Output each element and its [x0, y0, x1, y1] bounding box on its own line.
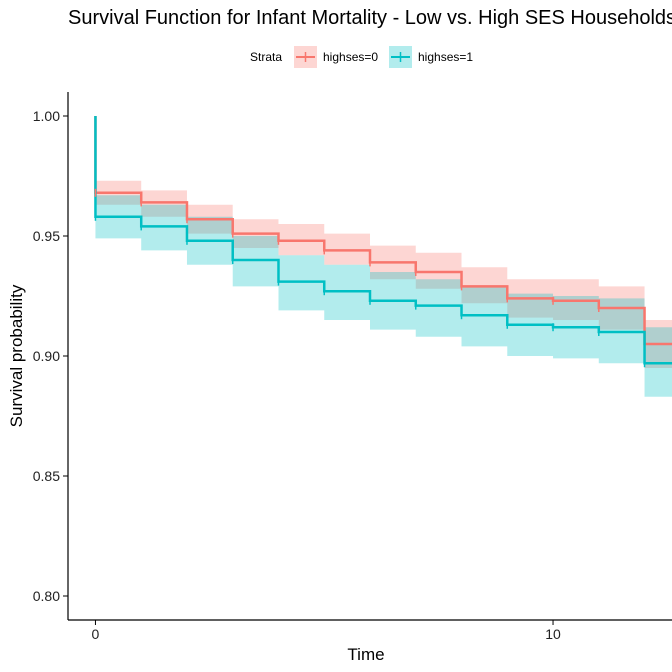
x-axis-title: Time: [347, 645, 384, 664]
legend-label-highses-1: highses=1: [418, 50, 473, 64]
y-tick-label: 0.85: [33, 468, 60, 484]
chart-title: Survival Function for Infant Mortality -…: [68, 7, 672, 29]
confidence-band-highses-1: [95, 195, 672, 397]
x-tick-label: 10: [545, 626, 561, 642]
confidence-band-highses-0: [95, 180, 672, 368]
y-tick-label: 0.90: [33, 348, 60, 364]
y-axis-title: Survival probability: [7, 284, 26, 427]
x-tick-label: 0: [92, 626, 100, 642]
legend: Strata highses=0 highses=1: [250, 46, 473, 68]
legend-item-highses-0: highses=0: [294, 46, 378, 68]
legend-title: Strata: [250, 50, 282, 64]
y-tick-label: 0.80: [33, 588, 60, 604]
legend-label-highses-0: highses=0: [323, 50, 378, 64]
y-tick-label: 1.00: [33, 108, 60, 124]
x-axis-ticks: 0 10: [92, 620, 561, 642]
y-axis-ticks: 0.80 0.85 0.90 0.95 1.00: [33, 108, 68, 604]
plot-area: [94, 116, 672, 397]
axes: 0.80 0.85 0.90 0.95 1.00 0 10: [33, 92, 672, 642]
legend-item-highses-1: highses=1: [389, 46, 473, 68]
y-tick-label: 0.95: [33, 228, 60, 244]
